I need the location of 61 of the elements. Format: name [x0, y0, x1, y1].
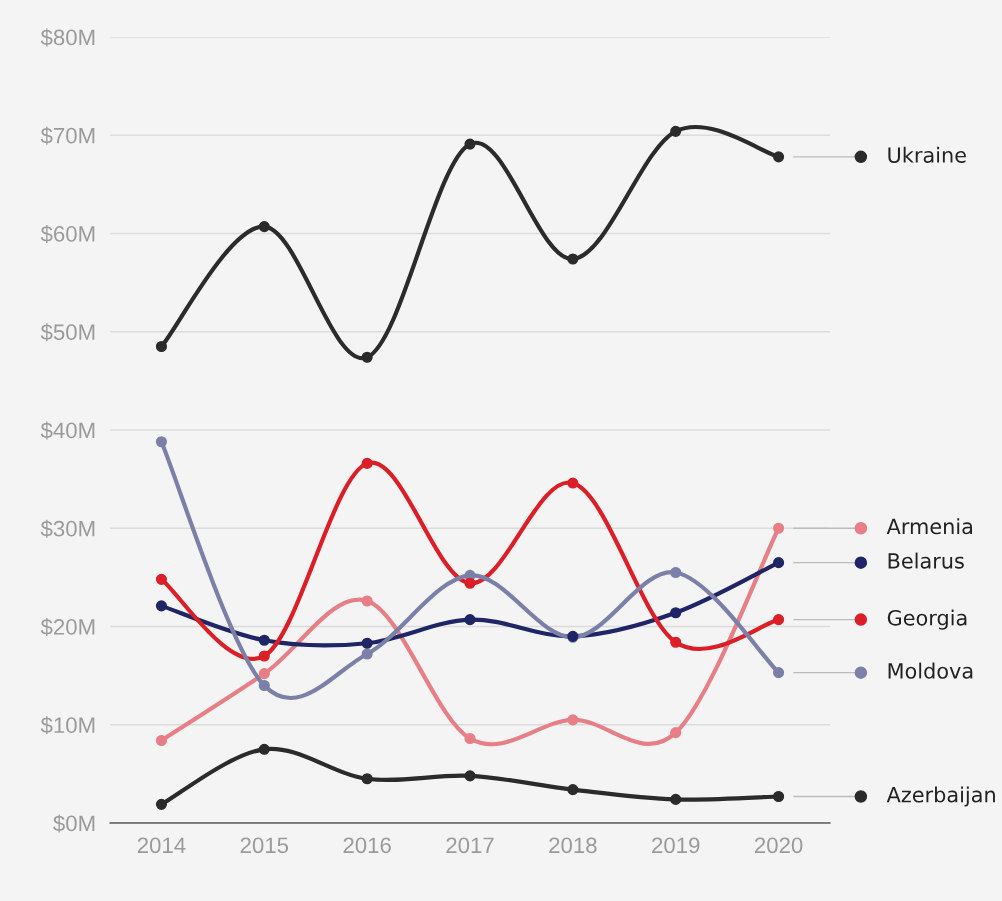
point: [464, 577, 476, 589]
point: [155, 600, 167, 612]
point: [258, 650, 270, 662]
x-tick-label: 2014: [137, 837, 186, 854]
legend-label: Belarus: [888, 552, 964, 569]
point: [361, 457, 373, 469]
point: [155, 798, 167, 810]
point: [670, 727, 682, 739]
point: [567, 253, 579, 265]
x-tick-label: 2020: [754, 837, 803, 854]
point: [155, 340, 167, 353]
point: [155, 436, 167, 448]
point: [464, 614, 476, 626]
legend-label: Ukraine: [888, 146, 966, 163]
legend-label: Armenia: [886, 518, 972, 535]
point: [464, 138, 476, 150]
point: [258, 668, 270, 680]
point: [258, 634, 270, 646]
x-tick-label: 2018: [549, 837, 597, 854]
point: [155, 573, 167, 585]
point: [258, 679, 270, 692]
y-tick-label: $70M: [40, 126, 95, 145]
x-tick-label: 2017: [446, 837, 494, 854]
x-tick-label: 2019: [652, 837, 700, 854]
point: [670, 793, 682, 805]
point: [464, 770, 476, 782]
y-tick-label: $50M: [40, 323, 95, 342]
point: [670, 566, 682, 579]
point: [670, 607, 682, 619]
y-tick-label: $0M: [53, 814, 95, 833]
point: [361, 595, 373, 607]
point: [258, 221, 270, 233]
point: [361, 637, 373, 649]
point: [361, 648, 373, 660]
y-tick-label: $10M: [40, 716, 95, 735]
point: [670, 636, 682, 648]
point: [773, 557, 785, 569]
y-tick-label: $30M: [40, 519, 95, 538]
y-tick-label: $40M: [40, 421, 95, 440]
x-tick-label: 2016: [343, 837, 391, 854]
point: [773, 151, 785, 163]
point: [670, 125, 682, 137]
legend-label: Moldova: [888, 662, 973, 679]
point: [773, 667, 785, 679]
y-tick-label: $80M: [40, 28, 95, 47]
point: [258, 743, 270, 755]
legend-label: Azerbaijan: [886, 786, 995, 807]
point: [464, 732, 476, 745]
point: [567, 477, 579, 489]
point: [567, 714, 579, 726]
point: [567, 784, 579, 796]
y-tick-label: $20M: [40, 618, 95, 637]
point: [773, 614, 785, 626]
point: [773, 790, 785, 803]
point: [155, 734, 167, 747]
point: [361, 351, 373, 363]
x-tick-label: 2015: [240, 837, 289, 854]
legend-label: Georgia: [887, 609, 967, 630]
point: [773, 522, 785, 534]
y-tick-label: $60M: [40, 225, 95, 244]
point: [361, 773, 373, 785]
